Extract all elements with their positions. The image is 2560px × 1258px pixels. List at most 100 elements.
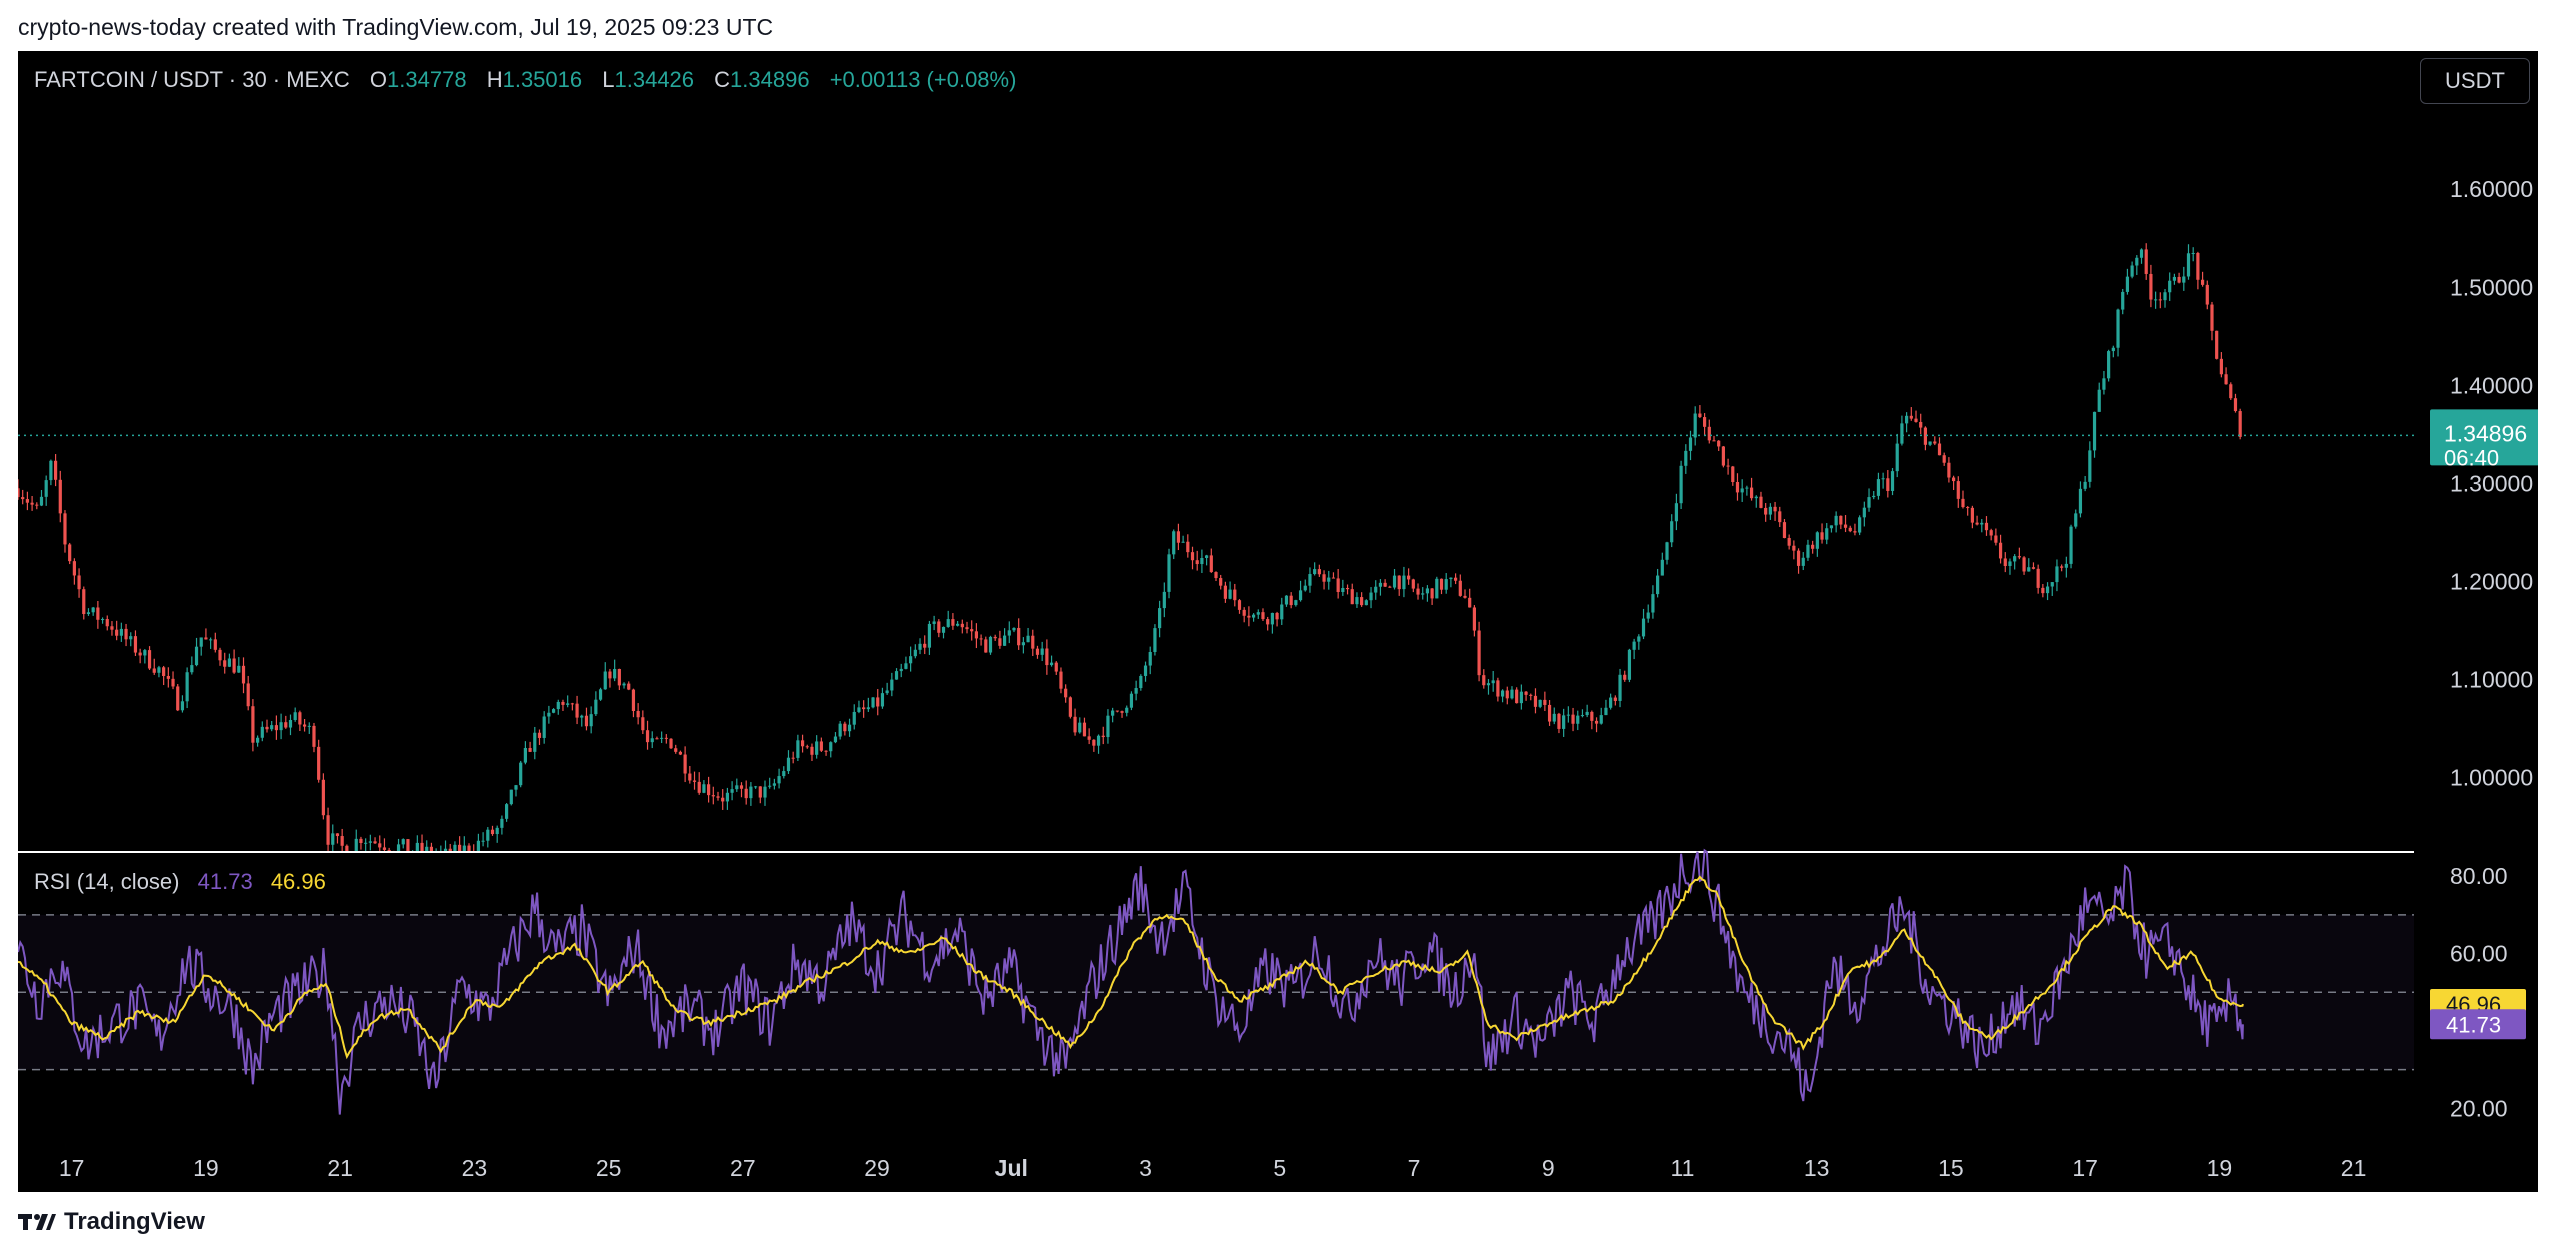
candle-body [1430,588,1434,599]
candle-body [2027,567,2031,572]
symbol-name[interactable]: FARTCOIN / USDT · 30 · MEXC [34,67,350,92]
candle-body [1820,532,1824,540]
time-tick-label: 17 [2072,1155,2098,1181]
chart-frame[interactable]: 1.60000 1.50000 1.40000 1.30000 1.20000 1.100… [18,51,2538,1192]
candle-body [847,724,852,732]
candle-body [133,636,138,653]
candle-body [1482,675,1486,686]
candle-body [1251,614,1256,618]
candle-body [1796,550,1801,566]
candle-body [1392,575,1397,588]
candle-body [1693,413,1697,438]
candle-body [180,701,185,711]
candle-body [152,668,156,673]
candle-body [105,619,109,627]
candle-body [570,703,574,705]
candle-body [2003,558,2007,566]
candle-body [1778,511,1782,523]
candle-body [115,629,119,636]
candle-body [772,783,776,786]
candle-body [448,848,452,851]
tradingview-logo-icon [18,1214,56,1230]
candle-body [1012,627,1016,631]
candle-body [350,853,353,859]
candle-body [965,627,969,630]
candle-body [885,690,889,694]
candle-body [956,623,960,626]
candle-body [988,636,993,653]
candle-body [420,842,424,851]
candle-body [39,496,44,506]
candle-body [1557,713,1561,729]
candle-body [641,717,645,731]
candle-body [1637,636,1641,642]
candle-body [1496,680,1500,697]
candle-body [425,846,429,851]
candle-body [1862,507,1866,518]
candle-body [533,732,537,752]
candle-body [340,836,344,846]
candle-body [1181,541,1185,543]
candle-body [72,561,76,576]
candle-body [918,643,922,650]
candle-body [1811,544,1815,549]
candle-body [946,619,950,627]
candle-body [1886,478,1890,491]
candle-body [2045,586,2050,594]
candle-body [265,726,269,730]
candle-body [692,780,697,782]
candle-body [462,845,466,851]
candle-body [1115,710,1119,712]
candle-body [453,844,457,851]
candle-body [429,846,434,851]
candle-body [1876,479,1881,496]
candle-body [2069,526,2073,564]
candle-body [923,643,927,648]
candle-body [143,650,147,656]
candle-body [1463,595,1467,598]
candle-body [721,797,725,802]
candle-body [960,623,964,628]
candle-body [1275,612,1279,620]
candle-body [1002,635,1007,646]
candle-body [241,665,246,684]
candle-body [2186,253,2191,277]
candle-body [1477,630,1481,676]
candle-body [1773,506,1777,512]
candle-body [91,607,95,613]
candle-body [1045,648,1049,666]
candle-body [2088,450,2092,482]
rsi-tick-label: 80.00 [2450,863,2508,889]
candle-body [2168,280,2172,293]
rsi-label[interactable]: RSI (14, close) [34,869,180,894]
candle-body [209,639,213,641]
candle-body [401,839,405,845]
candle-body [631,689,636,712]
time-tick-label: 21 [327,1155,353,1181]
candle-body [777,776,781,784]
candle-body [1984,522,1989,531]
candle-body [387,849,391,851]
open-label: O [369,67,388,92]
candle-body [2097,389,2101,412]
candle-body [894,671,899,680]
candle-body [1186,541,1190,553]
candle-body [1444,579,1448,590]
candle-body [1923,427,1928,445]
candle-body [2215,330,2219,359]
footer-brand: TradingView [64,1208,205,1235]
candle-body [2200,279,2205,285]
candle-body [378,843,382,848]
candle-body [1571,714,1575,724]
candle-body [1937,443,1942,456]
candle-body [1355,597,1359,605]
candle-body [974,631,978,639]
footer-logo[interactable]: TradingView [18,1208,205,1236]
currency-button[interactable]: USDT [2420,58,2530,104]
close-label: C [714,67,731,92]
candle-body [2139,249,2144,258]
candle-body [1529,694,1533,696]
chart-canvas[interactable]: 1.60000 1.50000 1.40000 1.30000 1.20000 1.100… [18,51,2538,1192]
candle-body [364,842,368,844]
candle-body [472,853,475,854]
